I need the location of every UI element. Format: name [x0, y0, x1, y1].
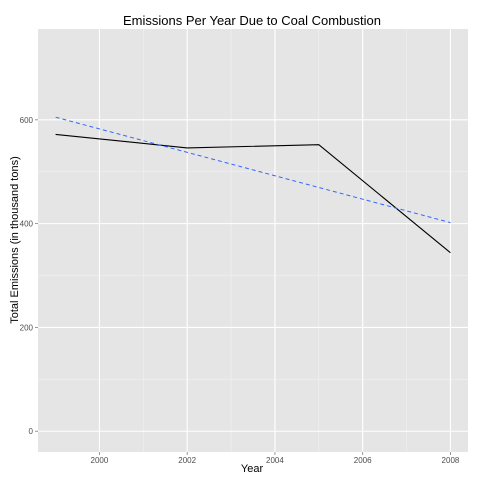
x-tick-label: 2000 [91, 456, 109, 465]
x-tick-label: 2004 [266, 456, 284, 465]
x-tick-label: 2008 [442, 456, 460, 465]
emissions-line [55, 133, 451, 254]
y-tick-label: 400 [20, 220, 34, 229]
y-tick-label: 600 [20, 116, 34, 125]
y-tick-label: 0 [29, 427, 34, 436]
series-group [55, 116, 451, 254]
x-tick-label: 2006 [354, 456, 372, 465]
y-axis-title: Total Emissions (in thousand tons) [9, 156, 21, 324]
grid-lines [38, 29, 468, 452]
y-tick-label: 200 [20, 323, 34, 332]
trend-line [55, 116, 451, 224]
x-tick-label: 2002 [178, 456, 196, 465]
chart-title: Emissions Per Year Due to Coal Combustio… [123, 13, 381, 28]
plot-panel [38, 29, 468, 452]
axis-ticks: 2000 2002 2004 2006 2008 0 200 400 600 [20, 116, 460, 465]
x-axis-title: Year [241, 463, 264, 475]
